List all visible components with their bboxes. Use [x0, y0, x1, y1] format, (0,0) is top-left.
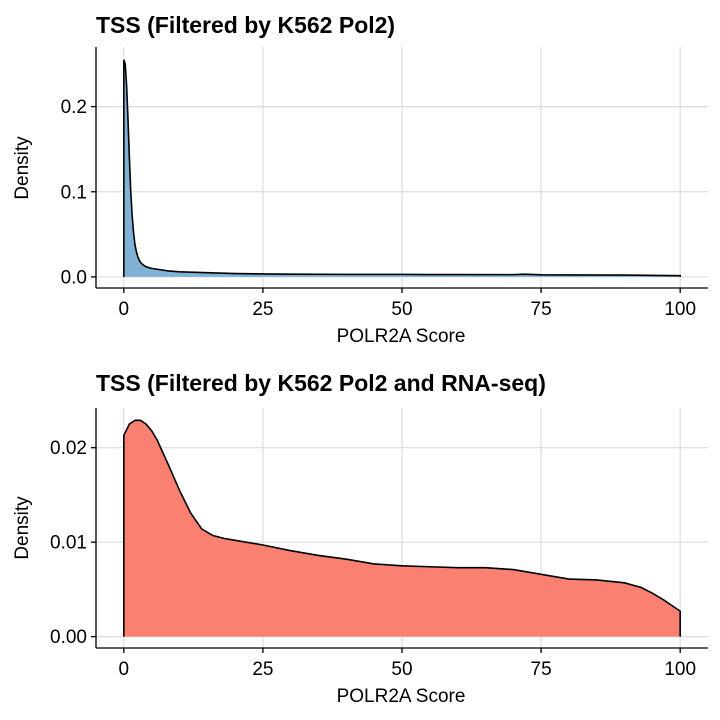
panel-bottom-y-tick-label: 0.02 — [50, 438, 87, 459]
panel-top-x-ticks: 0 25 50 75 100 — [119, 288, 696, 320]
panel-top-y-ticks: 0.0 0.1 0.2 — [61, 97, 96, 288]
panel-bottom-density-line — [123, 419, 681, 637]
panel-top-grid — [96, 47, 708, 288]
panel-top-x-tick-label: 0 — [119, 299, 130, 320]
panel-top: TSS (Filtered by K562 Pol2) 0.0 0.1 0.2 0 2… — [12, 12, 708, 347]
panel-bottom-density-area — [123, 420, 681, 637]
panel-bottom-y-tick-label: 0.00 — [50, 627, 87, 648]
panel-bottom-y-axis-label: Density — [12, 496, 33, 560]
panel-bottom-x-tick-label: 0 — [119, 659, 130, 680]
panel-bottom-x-axis-label: POLR2A Score — [337, 686, 466, 707]
panel-bottom-title: TSS (Filtered by K562 Pol2 and RNA-seq) — [96, 370, 546, 396]
panel-bottom: TSS (Filtered by K562 Pol2 and RNA-seq) … — [12, 370, 708, 707]
panel-top-density-line — [123, 59, 681, 277]
panel-top-y-tick-label: 0.2 — [61, 97, 87, 118]
panel-top-y-tick-label: 0.0 — [61, 267, 87, 288]
panel-bottom-x-ticks: 0 25 50 75 100 — [119, 648, 696, 680]
panel-top-x-tick-label: 25 — [252, 299, 273, 320]
panel-bottom-y-ticks: 0.00 0.01 0.02 — [50, 438, 96, 648]
panel-bottom-x-tick-label: 75 — [531, 659, 552, 680]
panel-top-y-tick-label: 0.1 — [61, 182, 87, 203]
panel-bottom-x-tick-label: 25 — [252, 659, 273, 680]
panel-bottom-y-tick-label: 0.01 — [50, 533, 87, 554]
panel-bottom-x-tick-label: 100 — [664, 659, 696, 680]
panel-top-x-tick-label: 100 — [664, 299, 696, 320]
panel-top-x-tick-label: 75 — [531, 299, 552, 320]
panel-top-x-axis-label: POLR2A Score — [337, 326, 466, 347]
panel-top-y-axis-label: Density — [12, 136, 33, 200]
panel-bottom-x-tick-label: 50 — [391, 659, 412, 680]
panel-top-x-tick-label: 50 — [391, 299, 412, 320]
panel-top-title: TSS (Filtered by K562 Pol2) — [96, 12, 395, 38]
